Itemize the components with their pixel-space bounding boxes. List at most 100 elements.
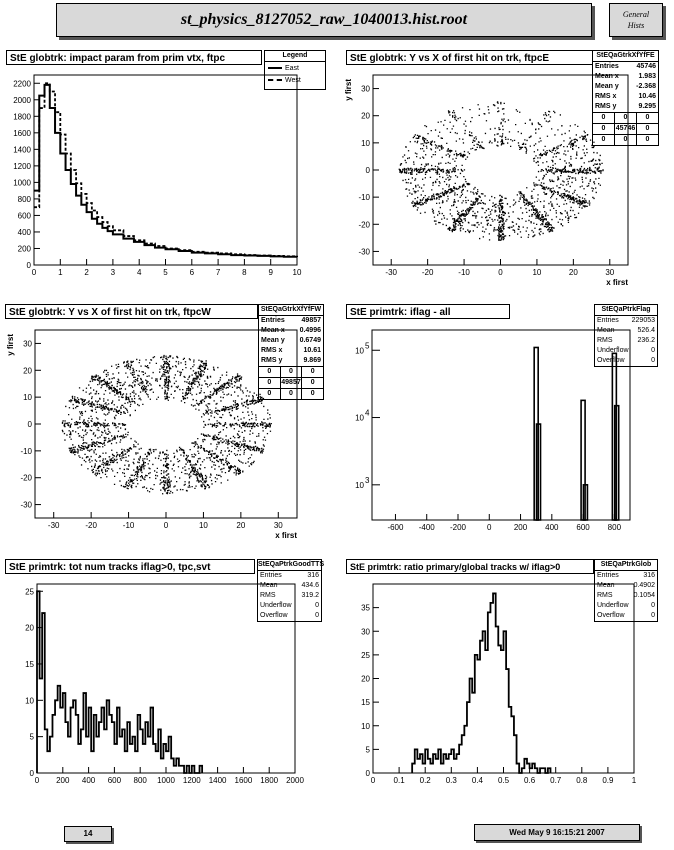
stats-name: StEQaPtrkGlob (595, 560, 657, 571)
p1-y-tick-label: 2200 (13, 79, 31, 88)
p5-x-tick-label: 800 (134, 776, 148, 785)
stats-label: RMS x (595, 93, 617, 100)
p2-points (398, 101, 604, 241)
p2-y-tick-label: -10 (358, 193, 370, 202)
stats-grid-cell: 0 (601, 114, 606, 121)
p5-x-tick-label: 1600 (235, 776, 253, 785)
p6-frame (372, 583, 635, 774)
p6-x-tick-label: 0.2 (420, 776, 432, 785)
file-title: st_physics_8127052_raw_1040013.hist.root (56, 3, 592, 37)
stats-box-p2: StEQaGtrkXfYfFE Entries 45746 Mean x 1.983… (592, 50, 659, 146)
p6-y-tick-label: 35 (361, 604, 370, 613)
stats-grid-cell: 0 (301, 378, 323, 388)
p5-y-tick-label: 0 (30, 769, 35, 778)
legend-entry-east: East (265, 62, 325, 74)
p5-x-tick-label: 0 (35, 776, 40, 785)
stats-value: 0.6749 (299, 337, 321, 344)
stats-grid-cell: 49857 (279, 378, 301, 388)
p3-y-tick-label: 20 (23, 366, 32, 375)
p1-y-tick-label: 1400 (13, 145, 31, 154)
p5-x-tick-label: 400 (82, 776, 96, 785)
p1-x-tick-label: 0 (32, 268, 37, 277)
legend-entry-west: West (265, 74, 325, 86)
p6-y-tick-label: 30 (361, 627, 370, 636)
p1-x-tick-label: 3 (111, 268, 116, 277)
stats-label: Overflow (597, 612, 625, 619)
p1-y-tick-label: 2000 (13, 96, 31, 105)
p3-points (61, 354, 272, 495)
p6-x-tick-label: 0.1 (394, 776, 406, 785)
p4-x-tick-label: 400 (545, 523, 559, 532)
stats-value: 49857 (301, 317, 321, 324)
p6-x-tick-label: 0 (371, 776, 376, 785)
p6-x-tick-label: 0.5 (498, 776, 510, 785)
p5-y-tick-label: 10 (25, 696, 34, 705)
stats-label: RMS x (261, 347, 283, 354)
p3-y-tick-label: -20 (20, 474, 32, 483)
stats-box-p4: StEQaPtrkFlag Entries 229053 Mean 526.4 RM… (594, 304, 658, 367)
p6-y-tick-label: 10 (361, 722, 370, 731)
p6-x-tick-label: 0.6 (524, 776, 536, 785)
stats-value: 0 (651, 612, 655, 619)
p5-histogram (36, 590, 204, 774)
folder-label-line1: General (622, 10, 650, 19)
stats-grid-row: 0 45746 0 (593, 123, 658, 134)
p2-x-tick-label: 0 (498, 268, 503, 277)
p5-y-tick-label: 20 (25, 624, 34, 633)
stats-grid: 0 0 0 0 49857 0 0 0 0 (259, 366, 323, 399)
p1-series-east (34, 83, 298, 258)
stats-label: RMS (597, 592, 613, 599)
p1-y-tick-label: 600 (18, 211, 32, 220)
p3-y-tick-label: 10 (23, 393, 32, 402)
p1-x-tick-label: 7 (216, 268, 221, 277)
p2-x-tick-label: -20 (422, 268, 434, 277)
stats-grid-cell: 0 (267, 368, 272, 375)
p4-x-tick-label: 0 (487, 523, 492, 532)
p3-x-tick-label: -20 (85, 521, 97, 530)
p3-x-label: x first (275, 531, 297, 540)
stats-value: -2.368 (636, 83, 656, 90)
stats-grid-cell: 0 (636, 113, 658, 123)
legend-label-east: East (285, 64, 300, 72)
p2-y-tick-label: 30 (361, 85, 370, 94)
p2-x-label: x first (606, 278, 628, 287)
folder-label: General Hists (609, 3, 663, 37)
stats-grid-cell: 0 (614, 113, 636, 123)
stats-value: 0.1054 (633, 592, 655, 599)
p3-x-tick-label: 20 (236, 521, 245, 530)
p4-bar (582, 484, 589, 521)
stats-box-p3: StEQaGtrkXfYfFW Entries 49857 Mean x 0.499… (258, 304, 324, 400)
p2-y-label: y first (344, 79, 353, 101)
p4-y-tick-exp: 4 (365, 409, 370, 418)
p6-x-tick-label: 1 (632, 776, 637, 785)
stats-value: 45746 (636, 63, 656, 70)
p4-x-tick-label: -600 (387, 523, 404, 532)
p3-x-tick-label: -10 (123, 521, 135, 530)
p6-y-tick-label: 20 (361, 675, 370, 684)
stats-value: 236.2 (637, 337, 655, 344)
p1-x-tick-label: 10 (293, 268, 302, 277)
p3-x-tick-label: 10 (199, 521, 208, 530)
stats-label: Underflow (597, 347, 629, 354)
stats-label: Mean (260, 582, 278, 589)
stats-grid-cell: 0 (614, 135, 636, 145)
p6-histogram (411, 592, 552, 774)
p5-y-tick-label: 15 (25, 660, 34, 669)
stats-value: 316 (643, 572, 655, 579)
p1-y-tick-label: 400 (18, 228, 32, 237)
p4-y-tick-label: 10 (355, 414, 364, 423)
stats-value: 0.4996 (299, 327, 321, 334)
stats-label: Entries (260, 572, 282, 579)
stats-value: 10.61 (303, 347, 321, 354)
stats-label: Entries (595, 63, 619, 70)
p2-point-cloud (398, 101, 604, 241)
p5-x-tick-label: 600 (108, 776, 122, 785)
p5-x-tick-label: 1200 (183, 776, 201, 785)
stats-box-p6: StEQaPtrkGlob Entries 316 Mean 0.4902 RMS 0… (594, 559, 658, 622)
p5-y-tick-label: 5 (30, 733, 35, 742)
p3-y-label: y first (6, 334, 15, 356)
stats-box-p5: StEQaPtrkGoodTTS Entries 316 Mean 434.6 RM… (257, 559, 324, 622)
